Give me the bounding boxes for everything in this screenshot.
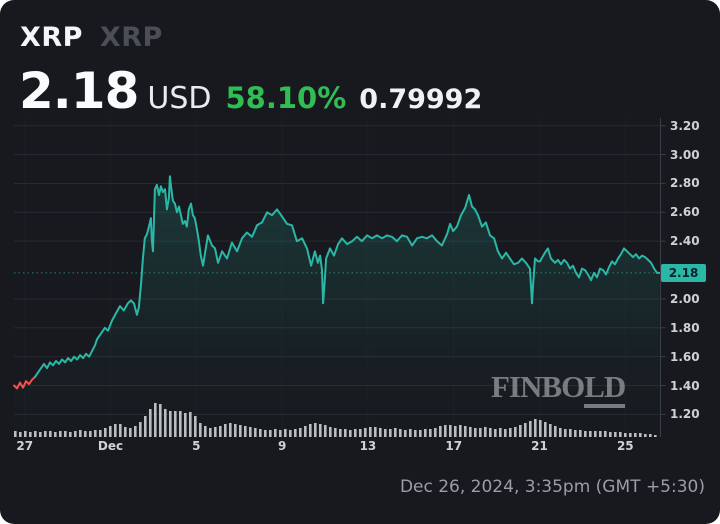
asset-pair: XRP (99, 22, 163, 53)
y-axis-label: 1.20 (670, 407, 700, 422)
chart-header: XRP XRP (20, 22, 163, 53)
y-axis-label: 1.60 (670, 349, 700, 364)
y-axis-label: 2.00 (670, 291, 700, 306)
price-row: 2.18 USD 58.10% 0.79992 (19, 62, 482, 120)
x-axis-label: 17 (445, 439, 463, 453)
current-price: 2.18 (19, 62, 139, 120)
chart-canvas[interactable] (14, 118, 661, 438)
y-axis-label: 2.40 (670, 234, 700, 249)
currency-label: USD (147, 81, 212, 116)
y-axis-label: 2.60 (670, 205, 700, 220)
y-axis-label: 1.40 (670, 378, 700, 393)
change-percent: 58.10% (225, 81, 347, 115)
timestamp-label: Dec 26, 2024, 3:35pm (GMT +5:30) (399, 477, 705, 497)
finbold-watermark: FINBOLD (491, 369, 626, 408)
x-axis-label: 13 (359, 439, 377, 453)
y-axis-label: 1.80 (670, 320, 700, 335)
x-axis-label: Dec (97, 439, 124, 453)
change-absolute: 0.79992 (359, 84, 483, 115)
y-axis-label: 2.80 (670, 176, 700, 191)
x-axis-label: 5 (192, 439, 201, 453)
y-axis-label: 3.00 (670, 147, 700, 162)
last-price-badge: 2.18 (661, 264, 706, 282)
x-axis-label: 25 (616, 439, 634, 453)
x-axis-label: 9 (277, 439, 287, 453)
asset-symbol: XRP (20, 22, 83, 53)
x-axis-label: 27 (16, 439, 34, 453)
y-axis-label: 3.20 (670, 118, 700, 133)
x-axis-label: 21 (531, 439, 548, 453)
